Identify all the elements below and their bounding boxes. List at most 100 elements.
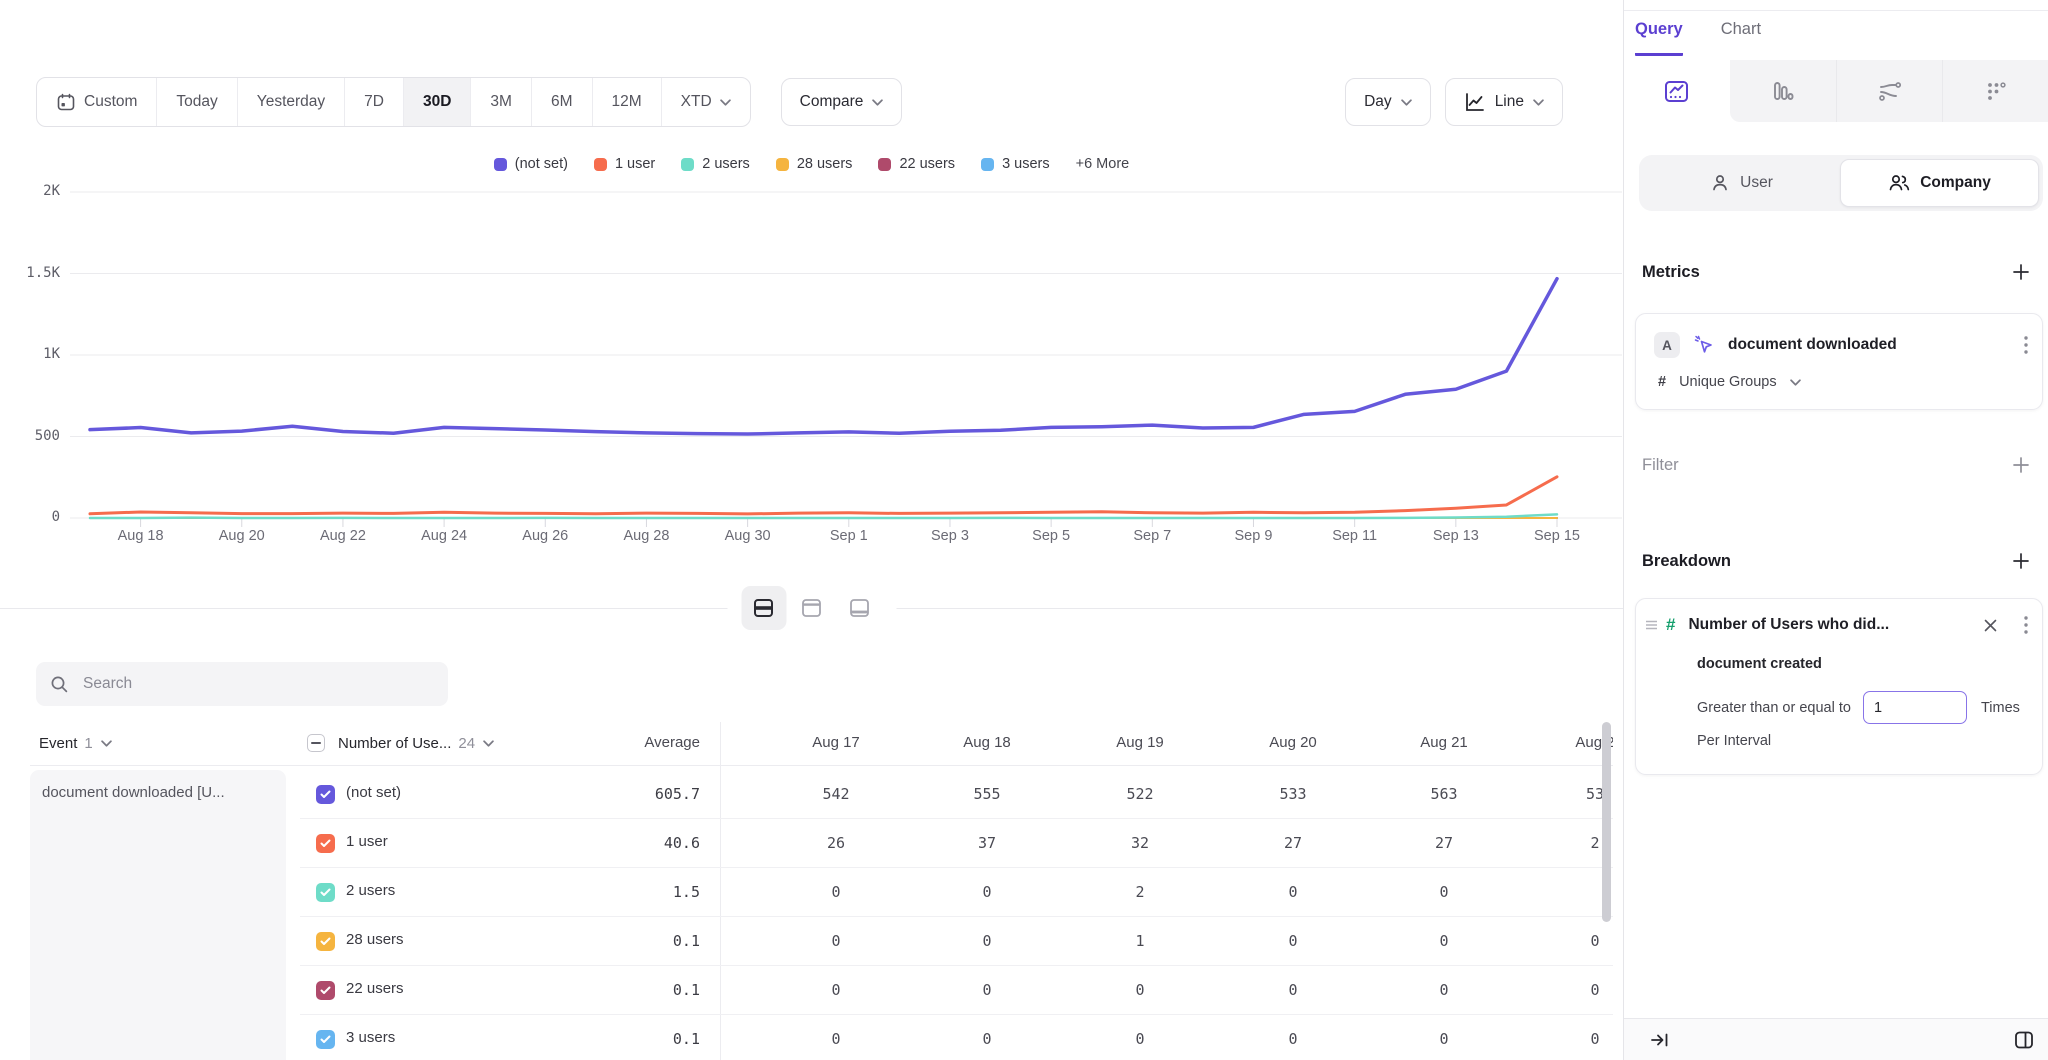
tab-chart[interactable]: Chart xyxy=(1721,20,1761,56)
series-line--not-set-[interactable] xyxy=(90,279,1557,434)
line-chart[interactable] xyxy=(70,185,1622,533)
row-value: 27 xyxy=(1369,834,1520,852)
condition-label: Greater than or equal to xyxy=(1697,700,1851,716)
breakdown-event-name: document created xyxy=(1697,656,1822,672)
row-value: 0 xyxy=(912,1030,1063,1048)
table-scrollbar[interactable] xyxy=(1602,722,1611,922)
row-value: 1 xyxy=(1065,932,1216,950)
legend-more-button[interactable]: +6 More xyxy=(1076,156,1130,172)
table-row[interactable]: (not set)605.754255552253356353 xyxy=(296,770,1613,819)
aggregation-selector[interactable]: # Unique Groups xyxy=(1658,374,1801,390)
close-icon[interactable] xyxy=(1984,619,1997,632)
aggregation-label: Unique Groups xyxy=(1679,374,1777,390)
event-click-icon xyxy=(1693,334,1715,356)
select-all-checkbox[interactable] xyxy=(307,734,325,752)
granularity-button[interactable]: Day xyxy=(1345,78,1431,126)
table-row[interactable]: 3 users0.1000000 xyxy=(296,1015,1613,1060)
flow-chart-icon xyxy=(1876,78,1903,105)
row-value: 0 xyxy=(1369,1030,1520,1048)
row-value: 53 xyxy=(1520,785,1614,803)
row-checkbox[interactable] xyxy=(316,981,335,1000)
metric-card[interactable]: A document downloaded # Unique Groups xyxy=(1635,313,2043,410)
range-yesterday[interactable]: Yesterday xyxy=(237,78,344,126)
range-xtd[interactable]: XTD xyxy=(661,78,750,126)
range-today[interactable]: Today xyxy=(156,78,236,126)
legend-item[interactable]: (not set) xyxy=(494,156,568,172)
scope-user-option[interactable]: User xyxy=(1643,159,1840,207)
date-range-selector: CustomTodayYesterday7D30D3M6M12MXTD xyxy=(36,77,751,127)
series-line-2-users[interactable] xyxy=(90,514,1557,518)
legend-item[interactable]: 3 users xyxy=(981,156,1050,172)
legend-color-chip xyxy=(681,158,694,171)
legend-label: (not set) xyxy=(515,156,568,172)
row-label: (not set) xyxy=(346,784,401,801)
row-checkbox[interactable] xyxy=(316,785,335,804)
range-3m[interactable]: 3M xyxy=(470,78,531,126)
x-axis-label: Sep 15 xyxy=(1512,528,1602,544)
chevron-down-icon xyxy=(872,99,883,106)
filter-title: Filter xyxy=(1642,456,1679,475)
date-column-header: Aug 21 xyxy=(1369,728,1519,758)
chart-type-retention-button[interactable] xyxy=(1943,60,2048,122)
row-value: 27 xyxy=(1218,834,1369,852)
legend-item[interactable]: 28 users xyxy=(776,156,853,172)
condition-unit-label: Times xyxy=(1981,700,2020,716)
row-value: 2 xyxy=(1065,883,1216,901)
chevron-down-icon xyxy=(1401,99,1412,106)
collapse-panel-button[interactable] xyxy=(1650,1031,1670,1049)
y-axis-label: 0 xyxy=(8,509,60,525)
row-value: 32 xyxy=(1065,834,1216,852)
row-checkbox[interactable] xyxy=(316,883,335,902)
row-checkbox[interactable] xyxy=(316,1030,335,1049)
series-line-1-user[interactable] xyxy=(90,477,1557,514)
layout-chart-only-button[interactable] xyxy=(789,586,834,630)
legend-item[interactable]: 22 users xyxy=(878,156,955,172)
range-custom[interactable]: Custom xyxy=(37,78,156,126)
range-6m[interactable]: 6M xyxy=(531,78,592,126)
add-breakdown-button[interactable] xyxy=(2011,551,2031,571)
side-panel-button[interactable] xyxy=(2013,1029,2035,1051)
table-row[interactable]: 2 users1.500200 xyxy=(296,868,1613,917)
add-metric-button[interactable] xyxy=(2011,262,2031,282)
legend-item[interactable]: 1 user xyxy=(594,156,655,172)
table-row[interactable]: 28 users0.1001000 xyxy=(296,917,1613,966)
kebab-menu-icon[interactable] xyxy=(2024,616,2028,634)
add-filter-button[interactable] xyxy=(2011,455,2031,475)
x-axis-label: Aug 24 xyxy=(399,528,489,544)
layout-table-only-button[interactable] xyxy=(837,586,882,630)
condition-value-input[interactable] xyxy=(1863,691,1967,724)
scope-company-option[interactable]: Company xyxy=(1840,159,2039,207)
row-label: 3 users xyxy=(346,1029,395,1046)
row-value: 0 xyxy=(912,883,1063,901)
layout-split-button[interactable] xyxy=(741,586,786,630)
chevron-down-icon xyxy=(1790,379,1801,386)
compare-button[interactable]: Compare xyxy=(781,78,903,126)
drag-handle-icon[interactable] xyxy=(1646,620,1657,630)
search-box[interactable] xyxy=(36,662,448,706)
table-row[interactable]: 1 user40.626373227272 xyxy=(296,819,1613,868)
chart-type-bar-button[interactable] xyxy=(1730,60,1837,122)
range-7d[interactable]: 7D xyxy=(344,78,403,126)
tab-query[interactable]: Query xyxy=(1635,20,1683,56)
table-row[interactable]: 22 users0.1000000 xyxy=(296,966,1613,1015)
row-label: 28 users xyxy=(346,931,404,948)
chart-type-line-button[interactable] xyxy=(1624,60,1730,122)
range-12m[interactable]: 12M xyxy=(592,78,661,126)
event-column-header[interactable]: Event 1 xyxy=(39,728,112,758)
row-checkbox[interactable] xyxy=(316,932,335,951)
y-axis-label: 2K xyxy=(8,183,60,199)
kebab-menu-icon[interactable] xyxy=(2024,336,2028,354)
chart-style-button[interactable]: Line xyxy=(1445,78,1563,126)
legend-label: 1 user xyxy=(615,156,655,172)
event-list-item[interactable]: document downloaded [U... xyxy=(30,770,286,1060)
check-icon xyxy=(320,937,331,946)
breakdown-card[interactable]: # Number of Users who did... document cr… xyxy=(1635,598,2043,775)
search-input[interactable] xyxy=(81,674,434,694)
row-value: 0 xyxy=(1520,1030,1614,1048)
row-checkbox[interactable] xyxy=(316,834,335,853)
range-30d[interactable]: 30D xyxy=(403,78,470,126)
legend-item[interactable]: 2 users xyxy=(681,156,750,172)
row-label: 1 user xyxy=(346,833,388,850)
metric-column-header[interactable]: Number of Use... 24 xyxy=(307,728,494,758)
chart-type-flow-button[interactable] xyxy=(1837,60,1944,122)
